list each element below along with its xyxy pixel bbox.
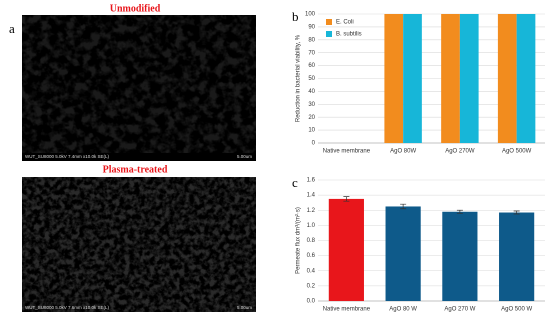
legend-swatch — [326, 31, 332, 37]
x-tick-label: Native membrane — [323, 149, 371, 155]
sem-texture — [22, 15, 256, 161]
y-axis-label: Reduction in bacterial viability, % — [296, 34, 302, 122]
y-tick-label: 0.2 — [307, 283, 316, 289]
y-tick-label: 1.0 — [307, 223, 316, 229]
error-bar — [343, 196, 350, 202]
image-title: Unmodified — [110, 3, 161, 14]
legend-label: B. subtilis — [336, 32, 362, 38]
bar — [442, 211, 478, 301]
y-tick-label: 30 — [308, 102, 315, 108]
error-bar — [456, 209, 463, 214]
image-info: WUT_SU8000 5.0kV 7.6mm x10.0k SE(L) — [25, 305, 110, 310]
x-tick-label: Native membrane — [323, 307, 371, 313]
y-tick-label: 0.6 — [307, 253, 316, 259]
bar — [516, 14, 536, 143]
panel-letter: a — [9, 21, 15, 36]
y-tick-label: 90 — [308, 24, 315, 30]
y-tick-label: 40 — [308, 89, 315, 95]
image-info: WUT_SU8000 5.0kV 7.4mm x10.0k SE(L) — [25, 154, 110, 159]
image-scale: 5.00um — [237, 154, 252, 159]
bar — [385, 206, 421, 301]
bar — [384, 14, 404, 143]
y-tick-label: 70 — [308, 50, 315, 56]
y-tick-label: 10 — [308, 128, 315, 134]
y-tick-label: 20 — [308, 115, 315, 121]
error-bar — [400, 203, 407, 210]
y-tick-label: 0.0 — [307, 299, 316, 305]
y-tick-label: 1.6 — [307, 178, 316, 184]
x-tick-label: AgO 270 W — [444, 307, 475, 313]
y-tick-label: 50 — [308, 76, 315, 82]
y-tick-label: 60 — [308, 63, 315, 69]
y-tick-label: 1.4 — [307, 193, 316, 199]
bar — [497, 14, 517, 143]
x-tick-label: AgO 80 W — [389, 307, 417, 313]
x-tick-label: AgO 270W — [445, 149, 475, 155]
y-tick-label: 80 — [308, 37, 315, 43]
y-axis-label: Permeate flux dm³/(m²·s) — [296, 207, 302, 274]
legend-swatch — [326, 19, 332, 25]
image-scale: 5.00um — [237, 305, 252, 310]
y-tick-label: 0.4 — [307, 268, 316, 274]
bar — [459, 14, 479, 143]
bar — [328, 198, 364, 301]
bar — [499, 212, 535, 301]
panel-letter: c — [292, 175, 298, 190]
legend-label: E. Coli — [336, 20, 354, 26]
y-tick-label: 0.8 — [307, 238, 316, 244]
y-tick-label: 100 — [305, 12, 316, 18]
x-tick-label: AgO 500W — [502, 149, 532, 155]
bar — [441, 14, 460, 143]
bar — [403, 14, 422, 143]
y-tick-label: 1.2 — [307, 208, 316, 214]
panel-letter: b — [292, 9, 299, 24]
y-tick-label: 0 — [312, 141, 316, 147]
error-bar — [513, 210, 520, 215]
x-tick-label: AgO 80W — [390, 149, 416, 155]
sem-texture — [22, 177, 256, 312]
info-bar — [22, 153, 256, 161]
x-tick-label: AgO 500 W — [501, 307, 532, 313]
image-title: Plasma-treated — [103, 164, 168, 175]
